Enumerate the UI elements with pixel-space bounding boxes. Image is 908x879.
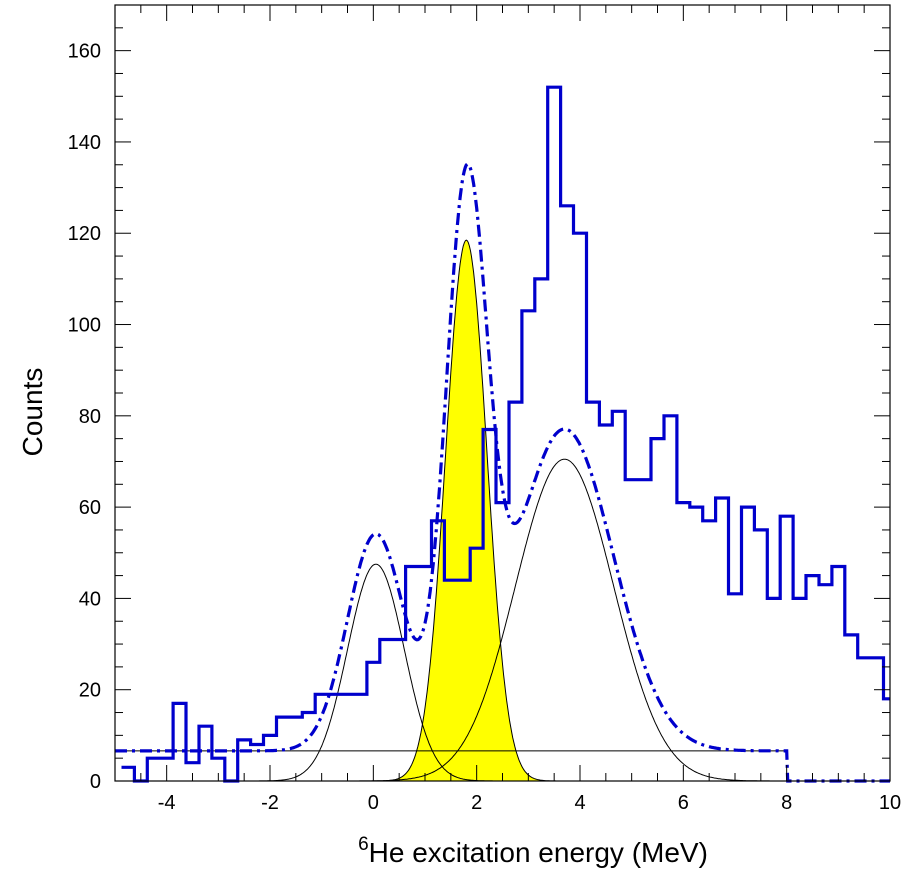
- y-tick-label: 160: [68, 41, 101, 63]
- y-tick-label: 40: [79, 588, 101, 610]
- x-axis-title-superscript: 6: [358, 834, 369, 855]
- x-tick-label: 2: [471, 792, 482, 814]
- total-fit-curve: [115, 162, 890, 783]
- x-tick-label: -2: [261, 792, 279, 814]
- y-tick-label: 80: [79, 406, 101, 428]
- y-tick-label: 0: [90, 771, 101, 793]
- x-axis-title: 6He excitation energy (MeV): [358, 834, 708, 868]
- y-tick-label: 60: [79, 497, 101, 519]
- y-tick-label: 20: [79, 680, 101, 702]
- y-axis-title: Counts: [17, 368, 48, 457]
- x-tick-label: 8: [781, 792, 792, 814]
- x-tick-label: 10: [879, 792, 901, 814]
- chart-marks: [115, 85, 890, 783]
- x-tick-label: 0: [368, 792, 379, 814]
- x-tick-label: 4: [574, 792, 585, 814]
- y-tick-label: 100: [68, 315, 101, 337]
- histogram-outline: [121, 85, 890, 783]
- y-tick-label: 120: [68, 223, 101, 245]
- x-tick-label: -4: [158, 792, 176, 814]
- y-tick-label: 140: [68, 132, 101, 154]
- x-tick-label: 6: [678, 792, 689, 814]
- fit-component-2-filled: [373, 239, 560, 782]
- x-axis-title-text: He excitation energy (MeV): [369, 837, 708, 868]
